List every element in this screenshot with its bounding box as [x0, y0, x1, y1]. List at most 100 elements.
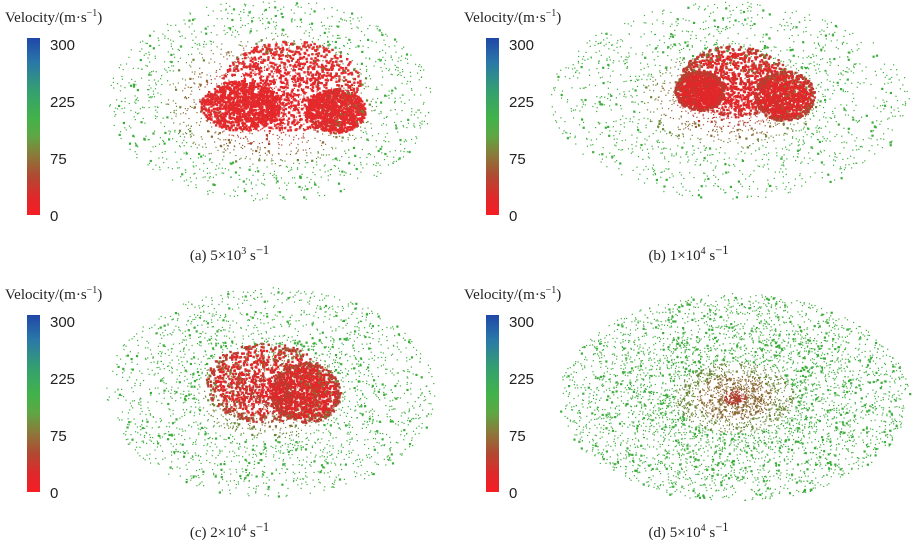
- fragment-particle: [290, 68, 292, 70]
- fragment-particle: [343, 188, 345, 190]
- fragment-particle: [292, 110, 294, 112]
- fragment-cluster: [212, 96, 215, 99]
- fragment-particle: [240, 131, 242, 134]
- fragment-particle: [342, 94, 344, 96]
- fragment-particle: [301, 187, 303, 189]
- fragment-particle: [233, 86, 235, 88]
- fragment-cluster: [218, 100, 221, 103]
- fragment-particle: [338, 75, 340, 77]
- fragment-particle: [245, 156, 247, 158]
- fragment-particle: [394, 69, 397, 71]
- fragment-cluster: [234, 117, 237, 120]
- fragment-cluster: [219, 94, 222, 98]
- fragment-cluster: [314, 56, 317, 60]
- fragment-cluster: [347, 121, 350, 125]
- fragment-cluster: [347, 109, 350, 112]
- fragment-cluster: [345, 97, 349, 100]
- fragment-particle: [395, 127, 398, 130]
- fragment-cluster: [222, 97, 225, 100]
- fragment-particle: [264, 152, 266, 154]
- fragment-particle: [157, 106, 159, 109]
- fragment-cluster: [249, 75, 252, 78]
- fragment-cluster: [328, 118, 331, 121]
- fragment-cluster: [315, 63, 319, 66]
- fragment-particle: [291, 95, 293, 97]
- fragment-particle: [309, 181, 311, 183]
- fragment-cluster: [246, 116, 249, 119]
- fragment-particle: [267, 58, 269, 60]
- fragment-particle: [366, 138, 369, 141]
- fragment-cluster: [241, 113, 244, 116]
- fragment-cluster: [324, 109, 328, 113]
- fragment-cluster: [341, 71, 345, 75]
- fragment-particle: [185, 171, 187, 173]
- fragment-particle: [151, 96, 153, 98]
- fragment-particle: [260, 93, 263, 96]
- fragment-particle: [356, 116, 358, 118]
- fragment-particle: [340, 53, 342, 55]
- fragment-cluster: [332, 131, 336, 134]
- fragment-particle: [287, 182, 290, 184]
- fragment-particle: [314, 80, 316, 82]
- fragment-particle: [212, 41, 214, 43]
- fragment-particle: [277, 89, 279, 92]
- fragment-particle: [281, 86, 284, 89]
- fragment-particle: [343, 45, 346, 47]
- fragment-cluster: [353, 77, 357, 81]
- fragment-particle: [292, 95, 294, 97]
- fragment-cluster: [307, 101, 310, 104]
- fragment-particle: [256, 117, 258, 119]
- fragment-particle: [323, 24, 325, 27]
- fragment-particle: [202, 176, 204, 178]
- fragment-particle: [326, 112, 328, 114]
- fragment-particle: [170, 39, 172, 41]
- fragment-particle: [272, 113, 274, 115]
- fragment-particle: [134, 101, 136, 103]
- fragment-particle: [344, 171, 346, 173]
- fragment-cluster: [355, 123, 358, 126]
- fragment-particle: [266, 114, 269, 117]
- fragment-particle: [128, 125, 130, 127]
- fragment-particle: [271, 158, 273, 160]
- fragment-cluster: [734, 54, 737, 57]
- fragment-particle: [293, 40, 295, 43]
- fragment-particle: [258, 151, 260, 153]
- fragment-particle: [310, 152, 312, 154]
- fragment-particle: [227, 27, 229, 29]
- fragment-particle: [269, 102, 271, 104]
- fragment-cluster: [314, 95, 317, 98]
- fragment-particle: [234, 103, 237, 105]
- fragment-particle: [247, 87, 249, 89]
- fragment-particle: [262, 18, 264, 20]
- fragment-particle: [391, 93, 393, 95]
- fragment-particle: [237, 88, 239, 90]
- fragment-particle: [400, 55, 403, 57]
- fragment-particle: [312, 82, 315, 85]
- fragment-cluster: [239, 83, 242, 87]
- fragment-cluster: [207, 110, 211, 113]
- fragment-cluster: [245, 119, 248, 123]
- fragment-cluster: [349, 122, 352, 126]
- fragment-particle: [215, 70, 218, 72]
- fragment-particle: [220, 3, 222, 5]
- fragment-particle: [148, 54, 150, 56]
- fragment-cluster: [267, 105, 270, 108]
- fragment-particle: [337, 124, 340, 127]
- fragment-cluster: [350, 73, 354, 76]
- fragment-cluster: [203, 103, 207, 106]
- fragment-particle: [278, 101, 280, 103]
- fragment-particle: [168, 130, 170, 132]
- fragment-particle: [322, 133, 324, 135]
- fragment-particle: [343, 70, 345, 72]
- fragment-particle: [253, 82, 255, 84]
- fragment-particle: [237, 134, 239, 136]
- fragment-cluster: [306, 99, 309, 102]
- fragment-particle: [338, 60, 340, 63]
- fragment-particle: [309, 45, 311, 47]
- fragment-cluster: [229, 112, 232, 115]
- fragment-particle: [305, 149, 307, 151]
- fragment-cluster: [258, 72, 261, 76]
- fragment-particle: [328, 31, 330, 33]
- fragment-particle: [189, 130, 192, 133]
- fragment-particle: [190, 125, 192, 127]
